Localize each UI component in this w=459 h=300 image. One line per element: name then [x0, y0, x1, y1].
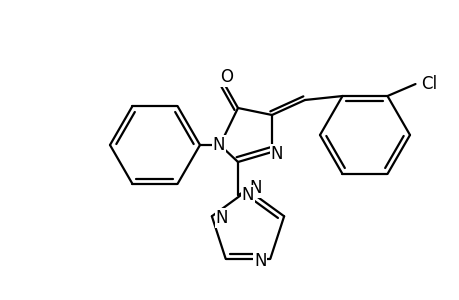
Text: N: N	[212, 136, 225, 154]
Text: N: N	[215, 209, 228, 227]
Text: N: N	[249, 179, 262, 197]
Text: N: N	[270, 145, 283, 163]
Text: N: N	[253, 252, 266, 270]
Text: N: N	[241, 186, 254, 204]
Text: Cl: Cl	[420, 75, 437, 93]
Text: O: O	[220, 68, 233, 86]
